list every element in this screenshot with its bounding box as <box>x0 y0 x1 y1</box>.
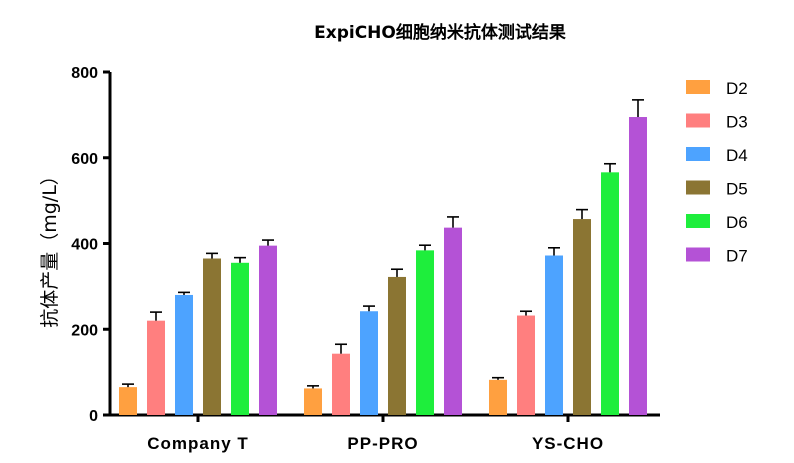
y-tick-label: 400 <box>71 237 98 254</box>
bar <box>119 387 137 415</box>
x-tick-label: PP-PRO <box>347 434 418 453</box>
legend-swatch <box>686 113 710 128</box>
bar <box>332 353 350 415</box>
y-tick-label: 600 <box>71 151 98 168</box>
legend-label: D4 <box>726 146 748 165</box>
legend-label: D6 <box>726 213 748 232</box>
legend-label: D5 <box>726 180 748 199</box>
y-tick-label: 200 <box>71 322 98 339</box>
bar <box>573 219 591 415</box>
legend-label: D7 <box>726 247 748 266</box>
bar <box>203 258 221 415</box>
bar <box>175 294 193 415</box>
bar <box>388 276 406 415</box>
legend-label: D3 <box>726 113 748 132</box>
bar <box>489 379 507 415</box>
legend-swatch <box>686 247 710 262</box>
legend-swatch <box>686 214 710 228</box>
chart-title: ExpiCHO细胞纳米抗体测试结果 <box>314 22 566 43</box>
bars <box>119 99 647 416</box>
bar <box>304 388 322 415</box>
axes: 0 200 400 600 800 Company T PP-PRO YS-CHO <box>71 65 660 453</box>
bar <box>444 227 462 415</box>
bar <box>360 311 378 415</box>
y-axis-label: 抗体产量（mg/L） <box>39 166 61 328</box>
bar <box>601 172 619 415</box>
y-tick-label: 800 <box>71 65 98 82</box>
legend-swatch <box>686 147 710 161</box>
legend: D2 D3 D4 D5 D6 D7 <box>686 79 748 266</box>
x-tick-label: Company T <box>147 434 249 453</box>
bar <box>545 255 563 415</box>
x-tick-label: YS-CHO <box>532 434 604 453</box>
bar <box>231 262 249 415</box>
legend-label: D2 <box>726 79 748 98</box>
legend-swatch <box>686 80 710 94</box>
bar <box>147 320 165 415</box>
bar <box>416 250 434 415</box>
legend-swatch <box>686 180 710 195</box>
bar <box>517 315 535 415</box>
bar <box>259 245 277 415</box>
y-tick-label: 0 <box>89 408 98 425</box>
bar <box>629 117 647 416</box>
